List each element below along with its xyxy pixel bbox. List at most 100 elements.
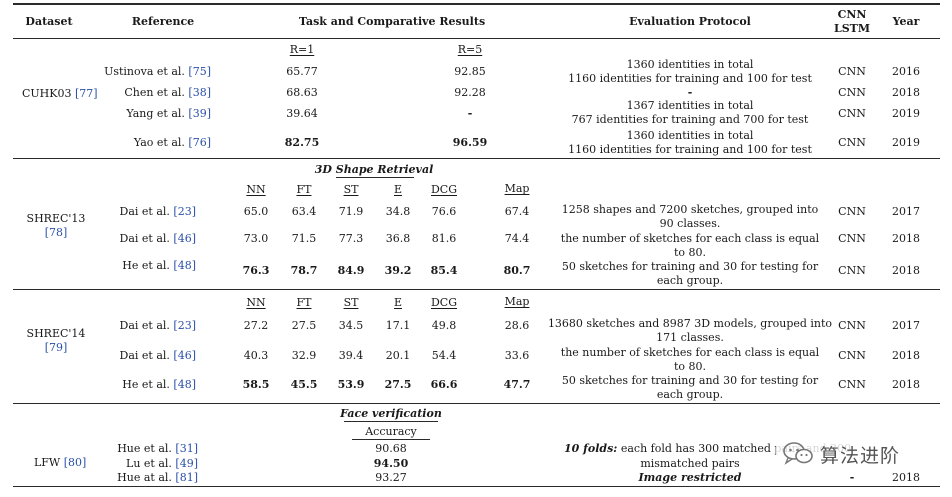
value-cell: 81.6 (431, 232, 457, 245)
year-cell: 2018 (892, 86, 920, 99)
protocol-line: 50 sketches for training and 30 for test… (561, 374, 819, 387)
protocol-line: - (687, 86, 693, 99)
value-cell: 28.6 (504, 319, 530, 332)
dataset-ref-shrec14: [79] (44, 341, 68, 354)
header-year: Year (892, 15, 920, 28)
value-cell: 32.9 (291, 349, 317, 362)
header-rule (13, 38, 940, 39)
reference-cell: Lu et al. [49] (126, 457, 198, 470)
value-cell: 71.5 (291, 232, 317, 245)
dataset-shrec14: SHREC'14 (26, 327, 86, 340)
dataset-cuhk03: CUHK03 [77] (22, 87, 98, 100)
protocol-line: 1360 identities in total (626, 58, 754, 71)
metric-st: ST (343, 296, 359, 309)
value-cell: 63.4 (291, 205, 317, 218)
protocol-line: 1160 identities for training and 100 for… (568, 143, 812, 156)
value-cell: 40.3 (243, 349, 269, 362)
metric-ft: FT (296, 296, 312, 309)
metric-nn: NN (246, 296, 266, 309)
protocol-line: mismatched pairs (640, 457, 740, 470)
value-cell: 47.7 (503, 378, 531, 391)
r5-cell: 96.59 (452, 136, 488, 149)
reference-cell: Yao et al. [76] (133, 136, 211, 149)
protocol-line: 1160 identities for training and 100 for… (568, 72, 812, 85)
value-cell: 53.9 (337, 378, 365, 391)
task-title-underline (344, 421, 438, 422)
r5-cell: 92.85 (454, 65, 486, 78)
reference-cell: He et al. [48] (122, 259, 196, 272)
accuracy-cell: 90.68 (375, 442, 407, 455)
cnn-cell: CNN (838, 205, 866, 218)
value-cell: 85.4 (430, 264, 458, 277)
cnn-cell: CNN (838, 349, 866, 362)
cnn-cell: CNN (838, 136, 866, 149)
dataset-shrec13: SHREC'13 (26, 212, 86, 225)
value-cell: 74.4 (504, 232, 530, 245)
r1-cell: 65.77 (286, 65, 318, 78)
protocol-line: 1258 shapes and 7200 sketches, grouped i… (561, 203, 819, 216)
value-cell: 20.1 (385, 349, 411, 362)
section-rule (13, 289, 940, 290)
protocol-line: the number of sketches for each class is… (560, 346, 820, 359)
reference-cell: He et al. [48] (122, 378, 196, 391)
reference-cell: Chen et al. [38] (124, 86, 211, 99)
value-cell: 67.4 (504, 205, 530, 218)
protocol-line: 50 sketches for training and 30 for test… (561, 260, 819, 273)
protocol-line: 90 classes. (659, 217, 721, 230)
cnn-cell: CNN (838, 107, 866, 120)
year-cell: 2019 (892, 107, 920, 120)
year-cell: 2017 (892, 205, 920, 218)
header-lstm: LSTM (833, 22, 871, 35)
protocol-line: to 80. (673, 360, 707, 373)
year-cell: 2017 (892, 319, 920, 332)
value-cell: 71.9 (338, 205, 364, 218)
metric-e: E (393, 296, 403, 309)
wechat-icon (783, 442, 813, 465)
metric-dcg: DCG (430, 296, 458, 309)
header-dataset: Dataset (25, 15, 73, 28)
r5-cell: - (467, 107, 473, 120)
value-cell: 27.5 (384, 378, 412, 391)
header-task: Task and Comparative Results (298, 15, 486, 28)
value-cell: 80.7 (503, 264, 531, 277)
metric-map: Map (504, 295, 530, 308)
value-cell: 34.5 (338, 319, 364, 332)
value-cell: 36.8 (385, 232, 411, 245)
metric-nn: NN (246, 183, 266, 196)
year-cell: 2018 (892, 378, 920, 391)
reference-cell: Dai et al. [46] (119, 232, 197, 245)
cnn-cell: - (849, 471, 855, 484)
cnn-cell: CNN (838, 264, 866, 277)
value-cell: 78.7 (290, 264, 318, 277)
value-cell: 73.0 (243, 232, 269, 245)
header-reference: Reference (131, 15, 195, 28)
section-rule (13, 403, 940, 404)
metric-ft: FT (296, 183, 312, 196)
year-cell: 2018 (892, 471, 920, 484)
value-cell: 33.6 (504, 349, 530, 362)
value-cell: 77.3 (338, 232, 364, 245)
watermark-text: 算法进阶 (820, 444, 901, 467)
metric-r5: R=5 (457, 43, 483, 56)
cnn-cell: CNN (838, 319, 866, 332)
protocol-line: each group. (656, 274, 724, 287)
value-cell: 84.9 (337, 264, 365, 277)
r1-cell: 39.64 (286, 107, 318, 120)
dataset-ref-shrec13: [78] (44, 226, 68, 239)
value-cell: 27.2 (243, 319, 269, 332)
reference-cell: Ustinova et al. [75] (104, 65, 211, 78)
reference-cell: Hue at al. [81] (117, 471, 198, 484)
protocol-line: 171 classes. (656, 331, 724, 344)
protocol-line: 767 identities for training and 700 for … (571, 113, 809, 126)
task-title-face: Face verification (340, 407, 442, 420)
task-title-3d: 3D Shape Retrieval (314, 163, 434, 176)
protocol-line: to 80. (673, 246, 707, 259)
protocol-line: 13680 sketches and 8987 3D models, group… (547, 317, 833, 330)
value-cell: 76.3 (242, 264, 270, 277)
dataset-lfw: LFW [80] (34, 456, 87, 469)
metric-e: E (393, 183, 403, 196)
r5-cell: 92.28 (454, 86, 486, 99)
reference-cell: Dai et al. [23] (119, 319, 197, 332)
r1-cell: 68.63 (286, 86, 318, 99)
value-cell: 45.5 (290, 378, 318, 391)
